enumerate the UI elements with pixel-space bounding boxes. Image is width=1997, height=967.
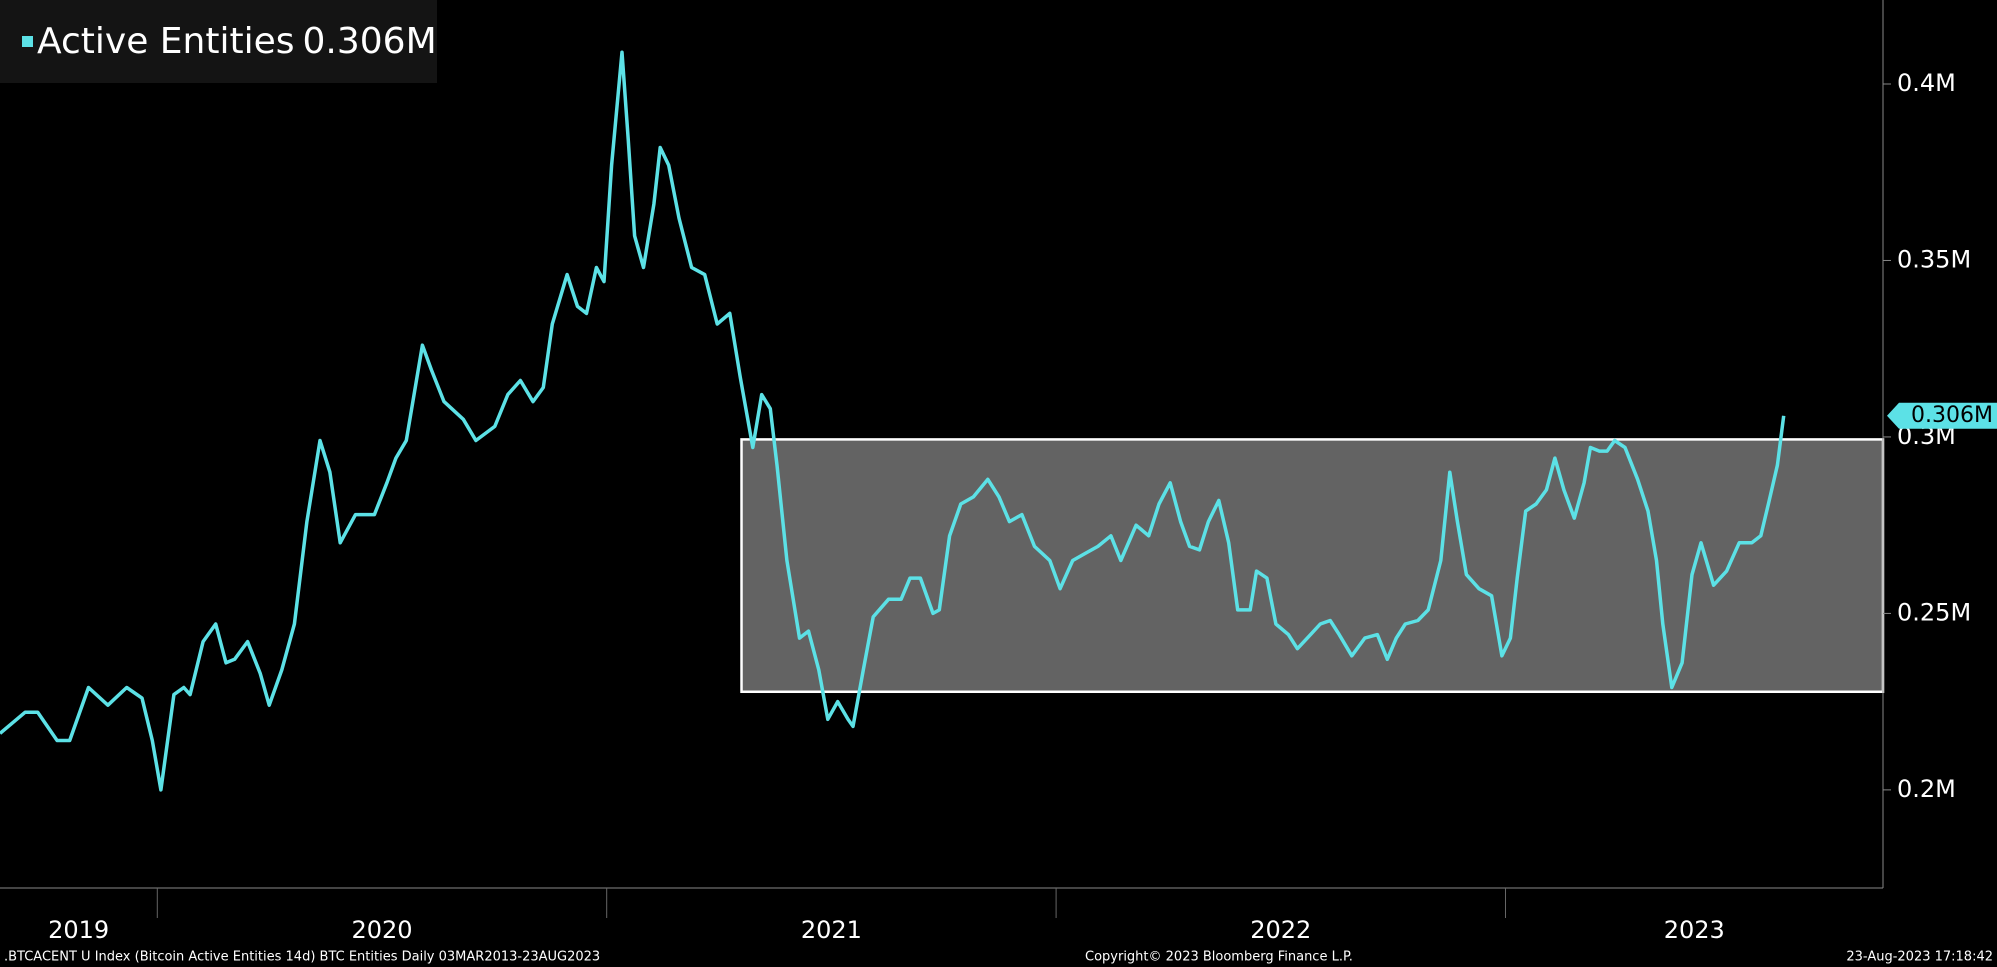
copyright: Copyright© 2023 Bloomberg Finance L.P. [1085, 950, 1353, 965]
legend-swatch [22, 36, 33, 47]
x-tick-label: 2021 [801, 916, 862, 944]
last-value-label: 0.306M [1911, 403, 1993, 428]
legend-value: 0.306M [302, 21, 437, 62]
y-tick-label: 0.25M [1897, 598, 1971, 626]
x-tick-label: 2019 [48, 916, 109, 944]
x-tick-label: 2023 [1664, 916, 1725, 944]
y-tick-label: 0.2M [1897, 775, 1956, 803]
timestamp: 23-Aug-2023 17:18:42 [1846, 950, 1993, 965]
y-tick-label: 0.35M [1897, 245, 1971, 273]
x-tick-label: 2020 [351, 916, 412, 944]
x-tick-label: 2022 [1250, 916, 1311, 944]
legend: Active Entities 0.306M [0, 0, 437, 83]
last-value-tag [1887, 402, 1997, 429]
series-line [0, 50, 1786, 792]
highlight-box [740, 438, 1885, 694]
source-note: .BTCACENT U Index (Bitcoin Active Entiti… [4, 950, 600, 965]
legend-label: Active Entities [37, 21, 295, 62]
y-tick-label: 0.4M [1897, 69, 1956, 97]
